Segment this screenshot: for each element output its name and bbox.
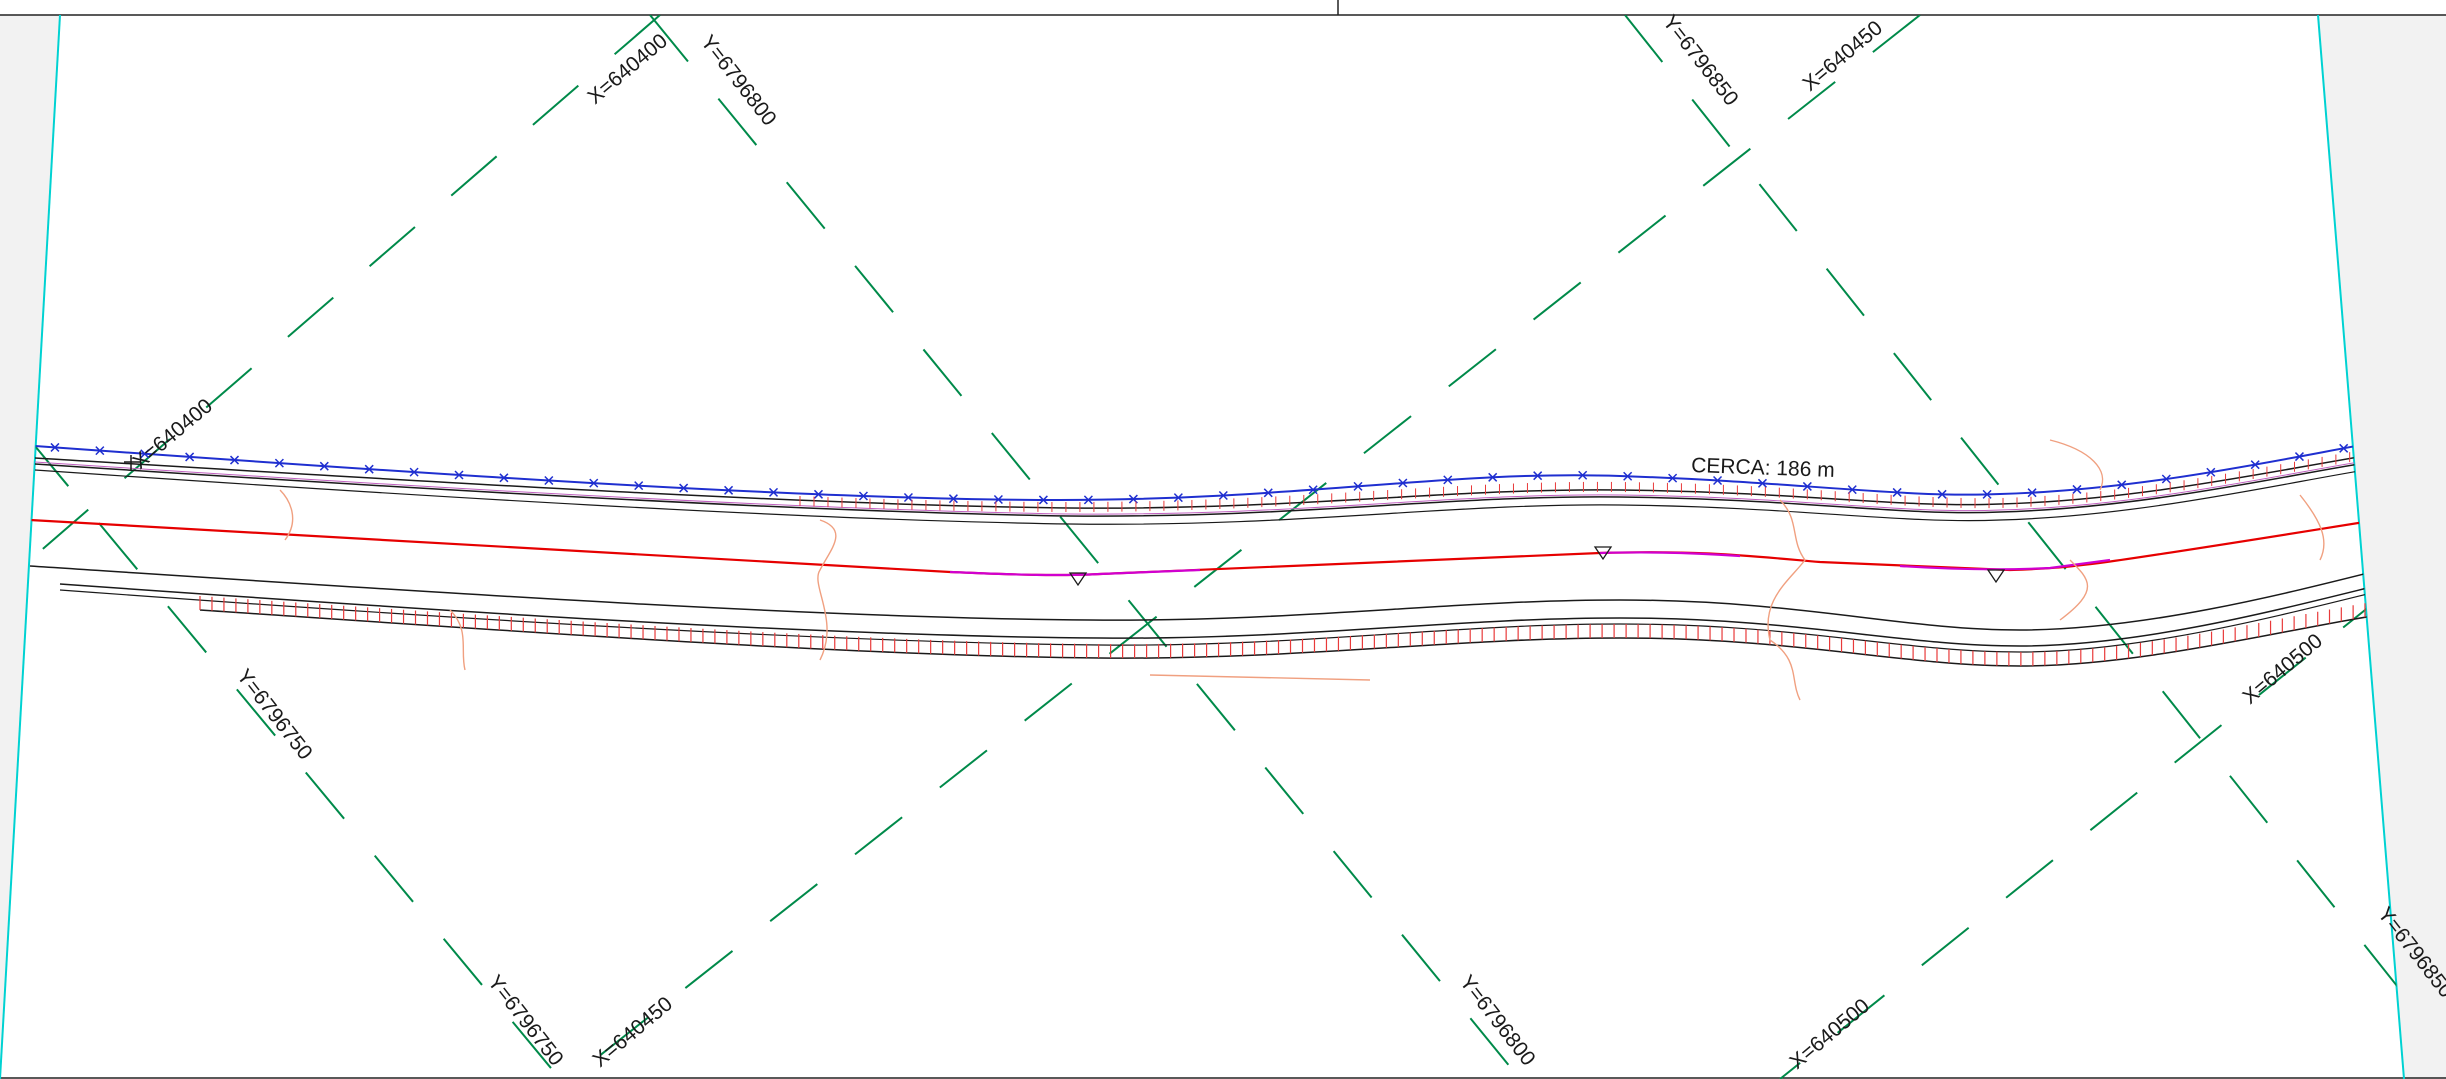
fence-marker: [1308, 485, 1318, 495]
fence-markers: [50, 435, 2393, 505]
fence-marker: [409, 467, 419, 477]
fence-marker: [2294, 452, 2304, 462]
grid-line-y6796850: [1624, 15, 2404, 1041]
fence-marker: [1892, 487, 1902, 497]
triangle-marker: [1593, 546, 1613, 561]
fence-marker: [768, 487, 779, 497]
fence-marker: [1713, 475, 1723, 486]
fence-marker: [1173, 493, 1183, 503]
fence-marker: [858, 491, 868, 501]
fence-marker: [319, 461, 329, 471]
fence-marker: [1937, 489, 1947, 499]
fence-marker: [903, 492, 913, 503]
grid-line-y6796800: [649, 15, 1521, 1079]
fence-marker: [544, 475, 554, 486]
fence-marker: [1668, 473, 1678, 483]
curve-point-markers: [1068, 546, 2006, 587]
fence-marker: [1218, 490, 1228, 501]
fence-marker: [2206, 467, 2216, 477]
road-top-magenta-edge: [34, 456, 2391, 515]
cursor-crosshair-icon: [124, 455, 140, 470]
fence-marker: [364, 464, 374, 474]
fence-marker: [1982, 489, 1992, 499]
grid-line-x640400: [29, 15, 661, 561]
road-top-edges: [34, 451, 2391, 525]
triangle-marker: [1068, 572, 1088, 587]
triangle-marker: [1986, 569, 2006, 584]
grid-line-y6796750: [29, 439, 561, 1079]
drawing-sheet: [0, 15, 2404, 1079]
road-bottom-edges: [29, 564, 2401, 667]
fence-marker: [2027, 488, 2037, 498]
fence-marker: [2339, 443, 2349, 453]
slope-ticks-top: [799, 447, 2378, 512]
fence-marker: [2161, 474, 2171, 484]
centerline-curve-2: [1599, 551, 1741, 558]
fence-marker: [813, 489, 824, 499]
centerline-curve-3: [1899, 558, 2111, 571]
coordinate-grid: [29, 15, 2404, 1079]
fence-marker: [2072, 484, 2082, 494]
fence-marker: [2117, 480, 2127, 490]
fence-marker: [948, 494, 958, 504]
fence-marker: [1263, 488, 1273, 498]
fence-marker: [185, 452, 195, 462]
fence-marker: [1443, 475, 1453, 485]
fence-marker: [634, 481, 644, 491]
slope-ticks-bottom: [199, 596, 2390, 666]
fence-marker: [1578, 470, 1588, 480]
fence-marker: [1533, 471, 1543, 481]
fence-marker: [1353, 481, 1363, 491]
fence-marker: [1398, 478, 1408, 488]
viewport-border-right: [2317, 14, 2405, 1079]
title-strip: [0, 0, 2446, 15]
fence-length-label: CERCA: 186 m: [1691, 454, 1835, 482]
fence-marker: [1623, 471, 1633, 481]
fence-marker: [1038, 495, 1048, 505]
fence-marker: [50, 442, 60, 452]
fence-marker: [2250, 460, 2260, 470]
terrain-features: [279, 439, 2325, 701]
grid-line-x640450: [569, 15, 1921, 1079]
fence-marker: [679, 483, 689, 493]
fence-marker: [1488, 472, 1498, 482]
centerline-curve-1: [949, 568, 1201, 577]
fence-marker: [140, 449, 150, 459]
fence-marker: [499, 473, 509, 483]
fence-marker: [454, 470, 464, 480]
fence-line: [34, 439, 2391, 502]
fence-marker: [589, 478, 599, 488]
fence-marker: [724, 485, 734, 495]
grid-line-x640500: [1779, 589, 2391, 1079]
fence-marker: [1757, 478, 1767, 488]
fence-marker: [274, 458, 284, 468]
fence-marker: [95, 446, 105, 456]
fence-marker: [1802, 481, 1812, 491]
fence-marker: [1083, 495, 1093, 505]
fence-marker: [229, 455, 240, 465]
viewport-border-left: [0, 14, 61, 1079]
